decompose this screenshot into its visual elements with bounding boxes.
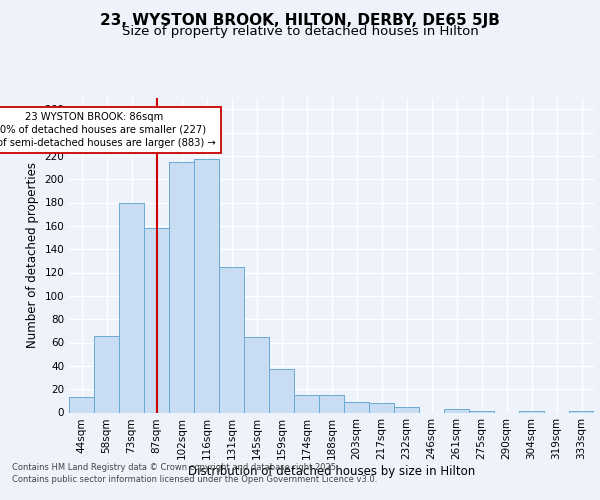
Bar: [444, 409, 469, 412]
Bar: [369, 403, 394, 412]
Bar: [269, 370, 294, 412]
Bar: [194, 160, 219, 412]
Bar: [244, 336, 269, 412]
Bar: [219, 266, 244, 412]
Bar: [94, 336, 119, 412]
Text: Contains public sector information licensed under the Open Government Licence v3: Contains public sector information licen…: [12, 475, 377, 484]
Bar: [319, 395, 344, 412]
X-axis label: Distribution of detached houses by size in Hilton: Distribution of detached houses by size …: [188, 465, 475, 478]
Bar: [69, 398, 94, 412]
Bar: [119, 202, 144, 412]
Bar: [294, 395, 319, 412]
Text: 23, WYSTON BROOK, HILTON, DERBY, DE65 5JB: 23, WYSTON BROOK, HILTON, DERBY, DE65 5J…: [100, 12, 500, 28]
Bar: [394, 406, 419, 412]
Bar: [144, 228, 169, 412]
Text: Contains HM Land Registry data © Crown copyright and database right 2025.: Contains HM Land Registry data © Crown c…: [12, 462, 338, 471]
Text: Size of property relative to detached houses in Hilton: Size of property relative to detached ho…: [122, 25, 478, 38]
Y-axis label: Number of detached properties: Number of detached properties: [26, 162, 39, 348]
Bar: [344, 402, 369, 412]
Bar: [169, 162, 194, 412]
Text: 23 WYSTON BROOK: 86sqm
← 20% of detached houses are smaller (227)
80% of semi-de: 23 WYSTON BROOK: 86sqm ← 20% of detached…: [0, 112, 216, 148]
